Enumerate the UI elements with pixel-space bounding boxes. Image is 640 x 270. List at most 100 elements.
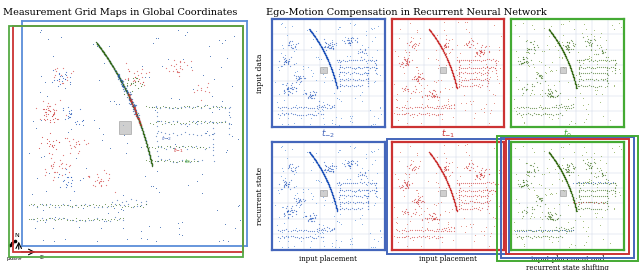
Point <box>362 183 372 188</box>
Point <box>156 130 166 134</box>
Point <box>113 73 123 77</box>
Point <box>314 164 324 168</box>
Point <box>492 200 502 204</box>
Point <box>567 194 577 198</box>
Point <box>367 150 377 154</box>
Point <box>555 234 565 238</box>
Point <box>393 177 403 181</box>
Point <box>595 35 605 39</box>
Point <box>287 81 298 86</box>
Point <box>319 80 330 84</box>
Point <box>136 124 146 128</box>
Text: input data: input data <box>256 53 264 93</box>
Point <box>451 82 461 86</box>
Point <box>570 81 580 85</box>
Point <box>344 181 355 185</box>
Point <box>144 151 154 156</box>
Point <box>518 180 528 184</box>
Point <box>444 183 454 187</box>
Point <box>531 193 541 197</box>
Point <box>95 46 106 50</box>
Point <box>307 216 317 220</box>
Point <box>123 92 133 97</box>
Point <box>427 214 437 218</box>
Point <box>330 199 340 203</box>
Point <box>555 167 565 171</box>
Point <box>488 92 498 96</box>
Point <box>470 83 481 87</box>
Point <box>358 201 369 205</box>
Point <box>441 55 451 59</box>
Point <box>327 163 337 167</box>
Point <box>526 47 536 51</box>
Point <box>420 105 431 109</box>
Point <box>543 211 553 215</box>
Point <box>334 97 344 101</box>
Point <box>320 45 330 49</box>
Point <box>232 204 243 208</box>
Point <box>586 48 596 53</box>
Point <box>575 58 586 62</box>
Point <box>102 205 112 210</box>
Point <box>353 174 364 178</box>
Point <box>344 164 355 168</box>
Point <box>529 38 539 43</box>
Point <box>339 70 349 75</box>
Point <box>345 21 355 25</box>
Point <box>555 166 565 171</box>
Point <box>527 113 537 117</box>
Point <box>548 33 559 38</box>
Point <box>549 95 559 99</box>
Point <box>479 229 489 233</box>
Point <box>563 44 573 49</box>
Point <box>356 50 367 54</box>
Point <box>547 240 557 244</box>
Point <box>132 115 143 119</box>
Point <box>81 166 91 170</box>
Point <box>565 189 575 193</box>
Point <box>578 77 588 82</box>
Point <box>41 113 51 118</box>
Point <box>291 86 301 90</box>
Point <box>445 188 456 192</box>
Point <box>367 188 377 192</box>
Point <box>58 66 68 70</box>
Point <box>291 89 301 93</box>
Point <box>127 102 137 106</box>
Point <box>171 62 181 67</box>
Point <box>112 72 122 76</box>
Point <box>516 184 526 188</box>
Point <box>154 190 164 194</box>
Point <box>586 42 596 46</box>
Point <box>589 211 600 215</box>
Point <box>518 227 529 232</box>
Point <box>355 65 365 69</box>
Point <box>596 84 607 89</box>
Point <box>141 142 152 147</box>
Point <box>445 65 456 69</box>
Point <box>41 170 51 174</box>
Point <box>101 54 111 58</box>
Point <box>144 152 154 156</box>
Point <box>369 237 379 241</box>
Point <box>164 157 174 161</box>
Point <box>130 107 140 112</box>
Point <box>602 180 612 185</box>
Point <box>482 84 492 88</box>
Point <box>410 164 420 168</box>
Point <box>481 185 491 189</box>
Point <box>523 63 533 67</box>
Point <box>323 180 333 184</box>
Point <box>523 234 533 238</box>
Point <box>321 176 331 180</box>
Point <box>145 156 156 160</box>
Point <box>554 55 564 59</box>
Point <box>147 164 157 168</box>
Point <box>563 60 573 65</box>
Point <box>447 69 457 73</box>
Point <box>564 185 574 189</box>
Point <box>435 228 445 233</box>
Point <box>454 193 464 197</box>
Point <box>299 210 309 215</box>
Point <box>546 89 556 93</box>
